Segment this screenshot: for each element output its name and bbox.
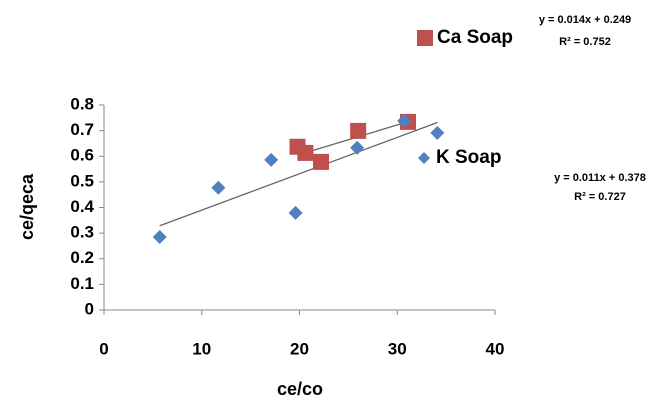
data-point bbox=[211, 180, 226, 195]
data-point bbox=[397, 113, 412, 128]
x-tick-label: 10 bbox=[192, 339, 211, 358]
y-tick-label: 0.6 bbox=[70, 146, 94, 165]
legend-label: K Soap bbox=[436, 147, 501, 168]
equation: y = 0.011x + 0.378 bbox=[554, 172, 646, 184]
x-tick-label: 0 bbox=[99, 339, 108, 358]
data-point bbox=[350, 122, 367, 139]
equation: y = 0.014x + 0.249 bbox=[539, 14, 631, 26]
y-tick-label: 0.4 bbox=[70, 197, 94, 216]
y-tick-label: 0 bbox=[85, 299, 94, 318]
data-point bbox=[430, 125, 445, 140]
data-point bbox=[297, 144, 314, 161]
trendline bbox=[159, 121, 438, 227]
equation: R² = 0.727 bbox=[574, 191, 626, 203]
equation: R² = 0.752 bbox=[559, 36, 611, 48]
x-axis-title: ce/co bbox=[277, 379, 323, 399]
x-tick-label: 20 bbox=[290, 339, 309, 358]
y-tick-label: 0.1 bbox=[70, 274, 94, 293]
y-tick-label: 0.8 bbox=[70, 94, 94, 113]
y-tick-label: 0.5 bbox=[70, 171, 94, 190]
y-axis-title: ce/qeca bbox=[17, 173, 37, 240]
x-tick-label: 40 bbox=[486, 339, 505, 358]
data-point bbox=[152, 229, 167, 244]
y-tick-label: 0.2 bbox=[70, 248, 94, 267]
data-point bbox=[350, 140, 365, 155]
y-tick-label: 0.3 bbox=[70, 223, 94, 242]
data-point bbox=[264, 152, 279, 167]
y-tick-label: 0.7 bbox=[70, 120, 94, 139]
data-point bbox=[288, 205, 303, 220]
x-tick-label: 30 bbox=[388, 339, 407, 358]
legend-label: Ca Soap bbox=[437, 27, 513, 48]
data-point bbox=[313, 153, 330, 170]
legend-swatch bbox=[418, 152, 430, 164]
legend-swatch bbox=[417, 30, 433, 46]
